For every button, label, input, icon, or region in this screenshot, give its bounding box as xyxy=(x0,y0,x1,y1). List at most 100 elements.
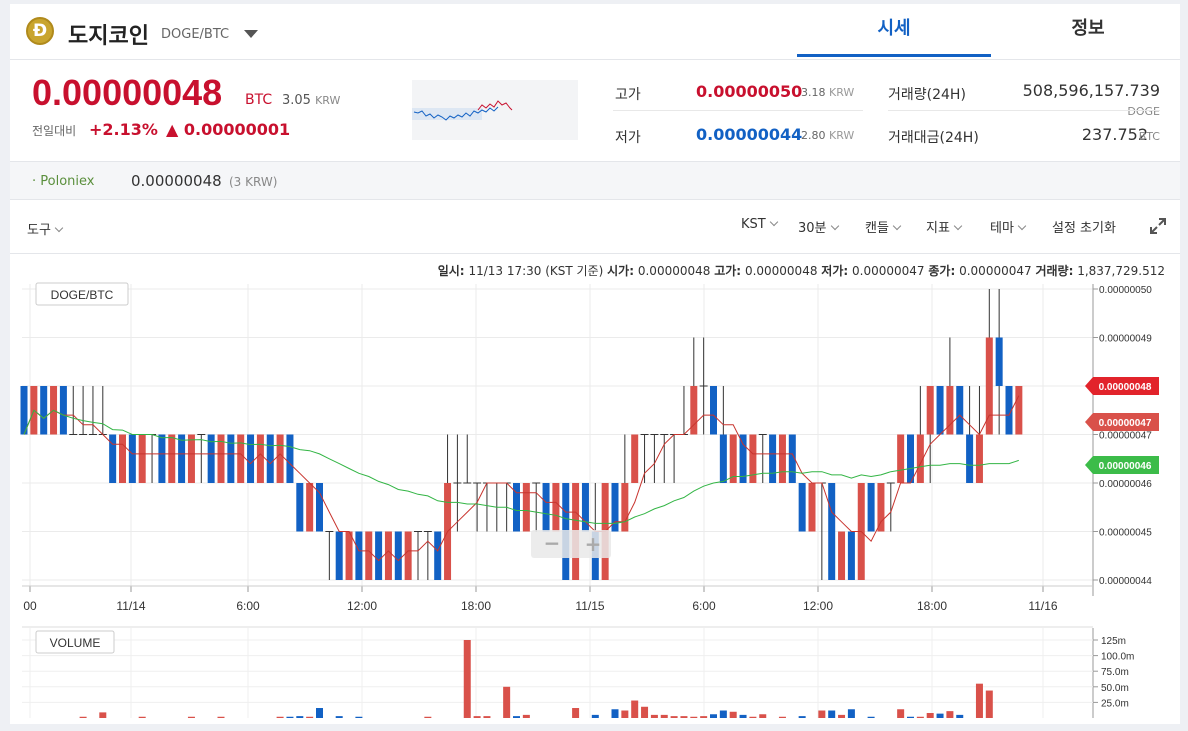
x-tick-label: 18:00 xyxy=(917,599,947,613)
volume-bar xyxy=(591,714,599,718)
volume-chart[interactable]: 125m 100.0m 75.0m 50.0m 25.0m VOLUME xyxy=(10,626,1180,724)
chevron-down-icon xyxy=(1017,221,1027,231)
volume-bar xyxy=(316,708,323,718)
chevron-down-icon xyxy=(953,221,963,231)
candle-body xyxy=(710,386,717,435)
volume-bar xyxy=(631,700,639,718)
candle-body xyxy=(739,434,747,483)
volume-bar xyxy=(217,716,225,718)
fullscreen-icon[interactable] xyxy=(1150,218,1166,234)
volume-bar xyxy=(867,716,875,718)
candle-body xyxy=(907,434,914,483)
candle-body xyxy=(276,434,284,483)
timezone-menu[interactable]: KST xyxy=(741,217,778,232)
candle-body xyxy=(20,386,28,435)
volume-bar xyxy=(286,716,294,718)
volume-y-tick-label: 125m xyxy=(1101,636,1126,647)
candle-body xyxy=(769,434,777,483)
volume-bar xyxy=(641,706,649,718)
candle-body xyxy=(365,531,373,580)
chevron-down-icon xyxy=(54,223,64,233)
volume-bar xyxy=(847,709,855,718)
volume-bar xyxy=(99,712,107,718)
pair-label[interactable]: DOGE/BTC xyxy=(161,27,230,42)
tools-menu[interactable]: 도구 xyxy=(27,219,64,238)
y-tick-label: 0.00000044 xyxy=(1099,576,1152,587)
y-tick-label: 0.00000050 xyxy=(1099,285,1152,296)
candle-body xyxy=(956,386,964,435)
indicator-menu[interactable]: 지표 xyxy=(926,217,963,236)
candle-body xyxy=(552,483,560,532)
candle-body xyxy=(936,386,944,435)
chart-type-menu[interactable]: 캔들 xyxy=(865,217,902,236)
candle-body xyxy=(847,531,855,580)
candle-body xyxy=(621,483,629,532)
candle-body xyxy=(926,386,934,435)
volume-bar xyxy=(611,709,619,718)
candle-body xyxy=(217,434,225,483)
exchange-name[interactable]: · Poloniex xyxy=(32,174,95,189)
y-tick-label: 0.00000046 xyxy=(1099,479,1152,490)
price-krw: 3.05 KRW xyxy=(282,93,341,108)
candle-body xyxy=(897,434,905,483)
volume-bar xyxy=(759,714,767,718)
volume-bar xyxy=(818,710,826,718)
high-krw: 3.18 KRW xyxy=(801,86,855,99)
candle-body xyxy=(631,434,639,483)
candle-body xyxy=(138,434,146,483)
chevron-down-icon xyxy=(830,221,839,231)
candle-body xyxy=(40,386,48,435)
ma-long-line xyxy=(23,409,1019,524)
low-krw: 2.80 KRW xyxy=(801,129,855,142)
candle-body xyxy=(335,531,343,580)
coin-header: Ð 도지코인 DOGE/BTC 시세 정보 xyxy=(10,4,1180,60)
volume-bar xyxy=(828,710,836,718)
tab-price[interactable]: 시세 xyxy=(797,4,991,57)
candle-body xyxy=(286,434,294,483)
candle-body xyxy=(719,434,727,483)
x-tick-label: 6:00 xyxy=(692,599,716,613)
candle-body xyxy=(946,386,954,435)
candle-body xyxy=(838,531,846,580)
candle-body xyxy=(227,434,235,483)
candle-body xyxy=(916,434,924,483)
chevron-down-icon xyxy=(769,217,778,227)
tab-info[interactable]: 정보 xyxy=(1071,18,1105,39)
candle-body xyxy=(119,434,126,483)
volume-bar xyxy=(670,716,678,718)
zoom-controls[interactable] xyxy=(531,530,611,558)
price-tag-label: 0.00000047 xyxy=(1099,418,1152,429)
candle-body xyxy=(1015,386,1023,435)
candle-body xyxy=(59,386,67,435)
volume-bar xyxy=(690,716,698,718)
volume-bar xyxy=(936,713,944,718)
volume-y-tick-label: 50.0m xyxy=(1101,683,1129,694)
volume-bar xyxy=(778,716,786,718)
volume-bar xyxy=(700,716,708,718)
candle-body xyxy=(778,434,786,483)
x-tick-label: 12:00 xyxy=(803,599,833,613)
interval-menu[interactable]: 30분 xyxy=(798,217,839,236)
chart-title-box xyxy=(35,282,129,306)
volume-bar xyxy=(621,710,629,718)
zoom-in-button[interactable]: + xyxy=(585,532,602,556)
volume-bar xyxy=(522,714,530,718)
reset-settings-button[interactable]: 설정 초기화 xyxy=(1052,221,1116,236)
volume-y-tick-label: 25.0m xyxy=(1101,698,1129,709)
candle-body xyxy=(207,434,215,483)
volume-title-box xyxy=(35,630,115,654)
exchange-price: 0.00000048 xyxy=(131,172,222,190)
candle-body xyxy=(995,337,1003,386)
volume-bar xyxy=(650,714,658,718)
pair-dropdown-icon[interactable] xyxy=(244,30,258,38)
zoom-out-button[interactable]: − xyxy=(544,531,561,555)
y-tick-label: 0.00000045 xyxy=(1099,528,1152,539)
candle-body xyxy=(355,531,363,580)
theme-menu[interactable]: 테마 xyxy=(990,217,1027,236)
volume-bar xyxy=(513,716,520,718)
volume-bar xyxy=(463,640,471,718)
volume-bar xyxy=(473,716,481,718)
candlestick-chart[interactable]: 00 11/14 6:00 12:00 18:00 11/15 6:00 12:00 18:00… xyxy=(10,274,1180,624)
current-price: 0.00000048 xyxy=(32,72,223,113)
change-percent: +2.13% xyxy=(89,120,158,139)
